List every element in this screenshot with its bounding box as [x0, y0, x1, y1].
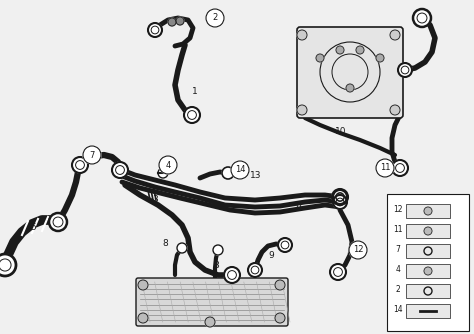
Circle shape [390, 105, 400, 115]
Text: 14: 14 [235, 166, 245, 174]
Circle shape [83, 146, 101, 164]
Circle shape [231, 161, 249, 179]
Circle shape [176, 17, 184, 25]
Text: 4: 4 [396, 266, 401, 275]
Bar [406, 244, 450, 258]
Text: 8: 8 [213, 261, 219, 270]
Text: 11: 11 [380, 164, 390, 172]
Bar [406, 284, 450, 298]
Text: 7: 7 [396, 245, 401, 255]
FancyBboxPatch shape [297, 27, 403, 118]
Text: 2: 2 [212, 13, 218, 22]
Circle shape [138, 313, 148, 323]
Text: 2: 2 [396, 286, 401, 295]
Circle shape [398, 63, 412, 77]
Bar [406, 304, 450, 318]
Circle shape [333, 195, 347, 209]
Text: 5: 5 [30, 223, 36, 232]
Text: 4: 4 [165, 161, 171, 169]
Circle shape [332, 189, 348, 205]
Text: 3: 3 [152, 195, 158, 204]
Text: 13: 13 [250, 170, 262, 179]
Circle shape [333, 190, 347, 204]
Circle shape [159, 156, 177, 174]
Circle shape [346, 84, 354, 92]
Circle shape [184, 107, 200, 123]
Circle shape [248, 263, 262, 277]
Circle shape [297, 30, 307, 40]
Circle shape [390, 30, 400, 40]
Bar [406, 264, 450, 278]
Circle shape [275, 313, 285, 323]
Circle shape [138, 280, 148, 290]
Circle shape [275, 280, 285, 290]
Circle shape [424, 227, 432, 235]
Circle shape [349, 241, 367, 259]
Circle shape [297, 105, 307, 115]
Circle shape [205, 317, 215, 327]
Circle shape [376, 54, 384, 62]
Circle shape [424, 267, 432, 275]
Circle shape [148, 23, 162, 37]
Text: 10: 10 [335, 128, 346, 137]
Bar [406, 224, 450, 238]
Circle shape [336, 46, 344, 54]
Circle shape [224, 267, 240, 283]
Text: 12: 12 [353, 245, 363, 255]
Text: 14: 14 [393, 306, 403, 315]
Circle shape [330, 264, 346, 280]
Text: 1: 1 [192, 88, 198, 97]
Circle shape [278, 238, 292, 252]
Bar [406, 204, 450, 218]
Circle shape [356, 46, 364, 54]
Circle shape [222, 167, 234, 179]
Text: 7: 7 [89, 151, 95, 160]
Circle shape [49, 213, 67, 231]
Circle shape [112, 162, 128, 178]
Circle shape [206, 9, 224, 27]
Text: 11: 11 [393, 225, 403, 234]
Circle shape [168, 18, 176, 26]
Circle shape [424, 207, 432, 215]
Circle shape [158, 168, 168, 178]
Circle shape [392, 160, 408, 176]
Circle shape [316, 54, 324, 62]
Circle shape [413, 9, 431, 27]
Circle shape [376, 159, 394, 177]
Circle shape [213, 245, 223, 255]
Circle shape [0, 254, 16, 276]
Text: 9: 9 [268, 250, 274, 260]
Circle shape [177, 243, 187, 253]
FancyBboxPatch shape [136, 278, 288, 326]
Text: 6: 6 [295, 200, 301, 209]
Text: 8: 8 [162, 239, 168, 248]
Circle shape [72, 157, 88, 173]
FancyBboxPatch shape [387, 194, 469, 331]
Text: 12: 12 [393, 205, 403, 214]
